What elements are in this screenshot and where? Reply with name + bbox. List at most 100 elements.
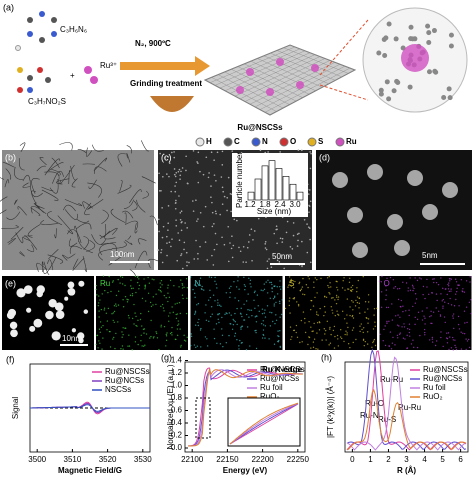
map-dot	[299, 289, 301, 292]
map-dot	[358, 307, 360, 309]
map-dot	[367, 301, 370, 303]
atom	[376, 50, 382, 56]
particle	[171, 151, 173, 154]
map-dot	[241, 325, 243, 327]
map-dot	[460, 348, 463, 350]
particle	[166, 254, 168, 257]
map-dot	[332, 312, 334, 314]
map-dot	[296, 301, 298, 303]
fiber	[47, 254, 64, 264]
particle	[276, 259, 279, 262]
fiber	[47, 210, 63, 226]
map-dot	[126, 298, 128, 301]
particle	[268, 258, 270, 260]
sheet-grid	[283, 47, 349, 74]
fiber	[69, 245, 83, 254]
map-dot	[359, 330, 361, 333]
legend-label: Ru@NSCSs	[423, 365, 468, 374]
legend-atom	[195, 137, 205, 147]
particle	[227, 260, 230, 263]
map-dot	[279, 285, 281, 288]
map-dot	[181, 283, 183, 285]
map-dot	[442, 298, 444, 301]
map-dot	[408, 328, 411, 331]
map-dot	[389, 276, 392, 279]
map-dot	[196, 304, 198, 306]
fiber	[110, 208, 126, 223]
map-dot	[255, 321, 258, 323]
particle	[199, 211, 202, 214]
map-dot	[385, 289, 387, 291]
sheet-grid	[219, 50, 306, 89]
map-dot	[373, 314, 375, 316]
map-dot	[462, 332, 464, 334]
map-dot	[337, 289, 339, 291]
map-dot	[403, 323, 405, 325]
particle	[166, 235, 168, 238]
sheet-grid	[250, 60, 316, 91]
zoom-box	[195, 397, 211, 439]
fiber	[10, 226, 24, 240]
micrograph	[285, 276, 377, 350]
map-dot	[391, 319, 394, 321]
map-dot	[455, 346, 457, 349]
particle	[231, 256, 234, 259]
map-dot	[315, 348, 317, 350]
map-dot	[262, 320, 264, 322]
particle	[9, 321, 18, 330]
particle	[310, 152, 312, 155]
fiber	[100, 243, 117, 255]
y-tick-label: 1.2	[171, 368, 183, 377]
map-dot	[122, 348, 124, 350]
particle	[289, 246, 292, 248]
map-dot	[225, 342, 227, 344]
fiber	[122, 210, 134, 219]
legend-label: Ru	[346, 137, 357, 146]
map-dot	[103, 309, 105, 311]
map-dot	[340, 329, 342, 331]
map-dot	[402, 337, 405, 339]
map-dot	[325, 296, 328, 298]
fiber	[0, 196, 8, 202]
fiber	[83, 235, 90, 250]
map-dot	[291, 336, 293, 338]
x-tick-label: 4	[422, 455, 427, 464]
map-dot	[169, 332, 172, 335]
fiber	[1, 225, 19, 229]
map-dot	[217, 318, 219, 321]
map-dot	[448, 278, 451, 280]
x-axis-label: Magnetic Field/G	[58, 466, 122, 475]
map-dot	[313, 286, 315, 289]
map-dot	[337, 338, 339, 340]
particle	[248, 234, 251, 236]
map-dot	[190, 344, 192, 347]
map-dot	[424, 323, 426, 325]
map-dot	[261, 337, 264, 339]
map-dot	[454, 339, 456, 341]
particle	[173, 151, 175, 153]
fiber	[39, 157, 47, 166]
panel-label: (d)	[319, 152, 330, 162]
map-dot	[122, 333, 124, 336]
map-dot	[316, 278, 318, 281]
map-dot	[336, 334, 339, 337]
curve	[229, 402, 299, 445]
particle	[54, 302, 64, 312]
map-dot	[175, 317, 178, 320]
map-dot	[329, 342, 332, 344]
fiber	[14, 166, 23, 181]
map-dot	[409, 277, 411, 279]
particle	[231, 150, 234, 152]
map-dot	[358, 297, 361, 299]
map-dot	[440, 336, 442, 339]
particle	[247, 241, 250, 243]
micrograph	[316, 150, 472, 270]
particle	[181, 267, 184, 270]
map-dot	[439, 315, 442, 317]
map-dot	[215, 323, 218, 325]
map-dot	[183, 334, 185, 337]
particle	[26, 307, 32, 313]
map-dot	[352, 301, 354, 303]
map-dot	[147, 310, 150, 313]
atom	[27, 31, 33, 37]
